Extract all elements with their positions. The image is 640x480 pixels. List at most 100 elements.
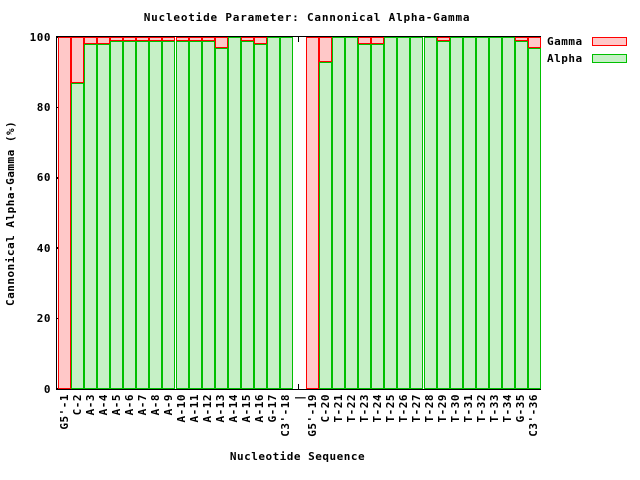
bar-segment-alpha: [475, 37, 489, 389]
y-tick-label: 0: [43, 382, 51, 396]
y-axis-title: Cannonical Alpha-Gamma (%): [4, 120, 17, 306]
bar-segment-alpha: [227, 37, 241, 389]
bar-segment-gamma: [97, 37, 111, 45]
x-tick-label: T-32: [475, 394, 489, 423]
bar-segment-gamma: [162, 37, 176, 41]
plot-area: [56, 36, 541, 390]
legend-label-gamma: Gamma: [547, 35, 583, 48]
bar-segment-alpha: [214, 47, 228, 389]
legend-item-gamma: Gamma: [547, 36, 627, 47]
x-tick-label: T-29: [436, 394, 450, 423]
chart-title: Nucleotide Parameter: Cannonical Alpha-G…: [143, 11, 471, 24]
bar-segment-alpha: [279, 37, 293, 389]
bar-segment-alpha: [332, 37, 346, 389]
x-tick-label: |: [292, 394, 306, 402]
legend-swatch-alpha: [591, 54, 627, 63]
bar-segment-alpha: [410, 37, 424, 389]
x-tick-label: C3'-18: [279, 394, 293, 437]
x-tick-mark: [297, 37, 300, 42]
y-tick-label: 80: [36, 100, 51, 114]
y-tick-label: 60: [36, 171, 51, 185]
x-tick-label: G5'-19: [305, 394, 319, 437]
bar-segment-alpha: [514, 40, 528, 389]
bar-segment-gamma: [371, 37, 385, 45]
bar-segment-gamma: [436, 37, 450, 41]
x-tick-label: T-24: [370, 394, 384, 423]
bar-segment-gamma: [175, 37, 189, 41]
bar-segment-alpha: [188, 40, 202, 389]
x-tick-label: A-7: [135, 394, 149, 416]
legend-label-alpha: Alpha: [547, 52, 583, 65]
bar-segment-alpha: [527, 47, 541, 389]
y-tick-mark: [534, 36, 540, 38]
bar-segment-alpha: [371, 44, 385, 389]
x-tick-label: A-3: [83, 394, 97, 416]
x-tick-label: A-12: [201, 394, 215, 423]
bar-segment-alpha: [201, 40, 215, 389]
bar-segment-gamma: [214, 37, 228, 48]
bar-segment-alpha: [488, 37, 502, 389]
x-tick-label: T-30: [449, 394, 463, 423]
x-tick-label: A-10: [175, 394, 188, 423]
x-tick-label: T-33: [488, 394, 502, 423]
bar-segment-alpha: [97, 44, 111, 389]
legend: Gamma Alpha: [547, 36, 627, 70]
x-tick-label: C-20: [318, 394, 332, 423]
bar-segment-alpha: [449, 37, 463, 389]
x-tick-label: T-28: [423, 394, 437, 423]
y-tick-label: 100: [29, 30, 51, 44]
x-tick-label: T-31: [462, 394, 476, 423]
x-tick-label: T-21: [331, 394, 345, 423]
bar-segment-gamma: [71, 37, 85, 83]
x-tick-label: T-26: [396, 394, 410, 423]
bar-segment-alpha: [240, 40, 254, 389]
bar-segment-alpha: [501, 37, 515, 389]
bar-segment-gamma: [149, 37, 163, 41]
bar-segment-alpha: [84, 44, 98, 389]
x-tick-label: A-8: [148, 394, 162, 416]
bar-segment-gamma: [514, 37, 528, 41]
bar-segment-alpha: [266, 37, 280, 389]
bar-segment-gamma: [306, 37, 320, 389]
x-tick-label: A-11: [188, 394, 202, 423]
bar-segment-gamma: [110, 37, 124, 41]
bar-segment-gamma: [527, 37, 541, 48]
bar-segment-gamma: [358, 37, 372, 45]
bar-segment-alpha: [436, 40, 450, 389]
bar-segment-alpha: [397, 37, 411, 389]
bar-segment-gamma: [319, 37, 333, 62]
bar-segment-alpha: [162, 40, 176, 389]
x-tick-mark: [297, 384, 300, 389]
y-tick-mark: [534, 388, 540, 390]
y-tick-label: 20: [36, 312, 51, 326]
legend-item-alpha: Alpha: [547, 53, 627, 64]
bar-segment-alpha: [319, 61, 333, 389]
bar-segment-alpha: [423, 37, 437, 389]
bar-segment-alpha: [253, 44, 267, 389]
x-tick-label: G5'-1: [57, 394, 71, 430]
bar-segment-alpha: [175, 40, 189, 389]
x-tick-label: A-6: [122, 394, 136, 416]
bar-segment-gamma: [58, 37, 72, 389]
x-tick-label: G-17: [266, 394, 280, 423]
x-tick-label: A-14: [227, 394, 241, 423]
y-tick-mark: [57, 388, 63, 390]
x-tick-label: G-35: [514, 394, 528, 423]
bar-segment-gamma: [201, 37, 215, 41]
bar-segment-alpha: [345, 37, 359, 389]
x-tick-label: T-23: [357, 394, 371, 423]
x-tick-label: A-9: [161, 394, 175, 416]
x-tick-label: A-16: [253, 394, 267, 423]
bar-segment-gamma: [253, 37, 267, 45]
bar-segment-alpha: [123, 40, 137, 389]
bar-segment-gamma: [123, 37, 137, 41]
bar-segment-gamma: [240, 37, 254, 41]
bar-segment-alpha: [136, 40, 150, 389]
y-tick-label: 40: [36, 241, 51, 255]
x-tick-label: T-25: [383, 394, 397, 423]
bar-segment-alpha: [149, 40, 163, 389]
x-axis-title: Nucleotide Sequence: [229, 450, 366, 463]
x-tick-label: C-2: [70, 394, 84, 416]
bar-segment-gamma: [188, 37, 202, 41]
